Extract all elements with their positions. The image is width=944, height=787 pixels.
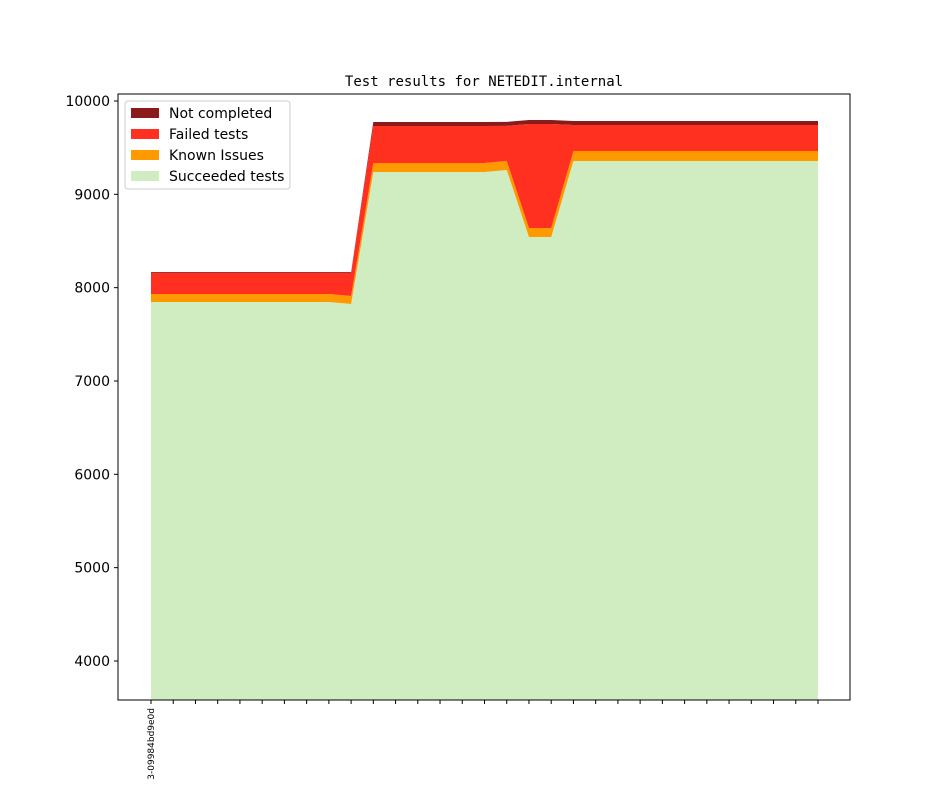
legend: Not completed Failed tests Known Issues Suc… (124, 100, 291, 190)
y-tick-label: 6000 (74, 467, 110, 483)
legend-swatch (131, 108, 159, 118)
legend-swatch (131, 150, 159, 160)
legend-label: Not completed (169, 106, 272, 122)
area (151, 161, 818, 701)
chart-title: Test results for NETEDIT.internal (345, 74, 623, 90)
legend-label: Known Issues (169, 148, 264, 164)
plot-area (151, 119, 818, 701)
y-tick-label: 4000 (74, 654, 110, 670)
y-tick-label: 7000 (74, 374, 110, 390)
area (151, 123, 818, 297)
legend-swatch (131, 171, 159, 181)
y-tick-label: 8000 (74, 281, 110, 297)
y-tick-label: 10000 (65, 94, 110, 110)
legend-label: Failed tests (169, 127, 248, 143)
y-tick-label: 5000 (74, 561, 110, 577)
x-tick-label: 3-09984bd9e0d (147, 708, 157, 780)
legend-swatch (131, 129, 159, 139)
legend-label: Succeeded tests (169, 169, 284, 185)
legend-box (124, 100, 291, 190)
y-tick-label: 9000 (74, 187, 110, 203)
